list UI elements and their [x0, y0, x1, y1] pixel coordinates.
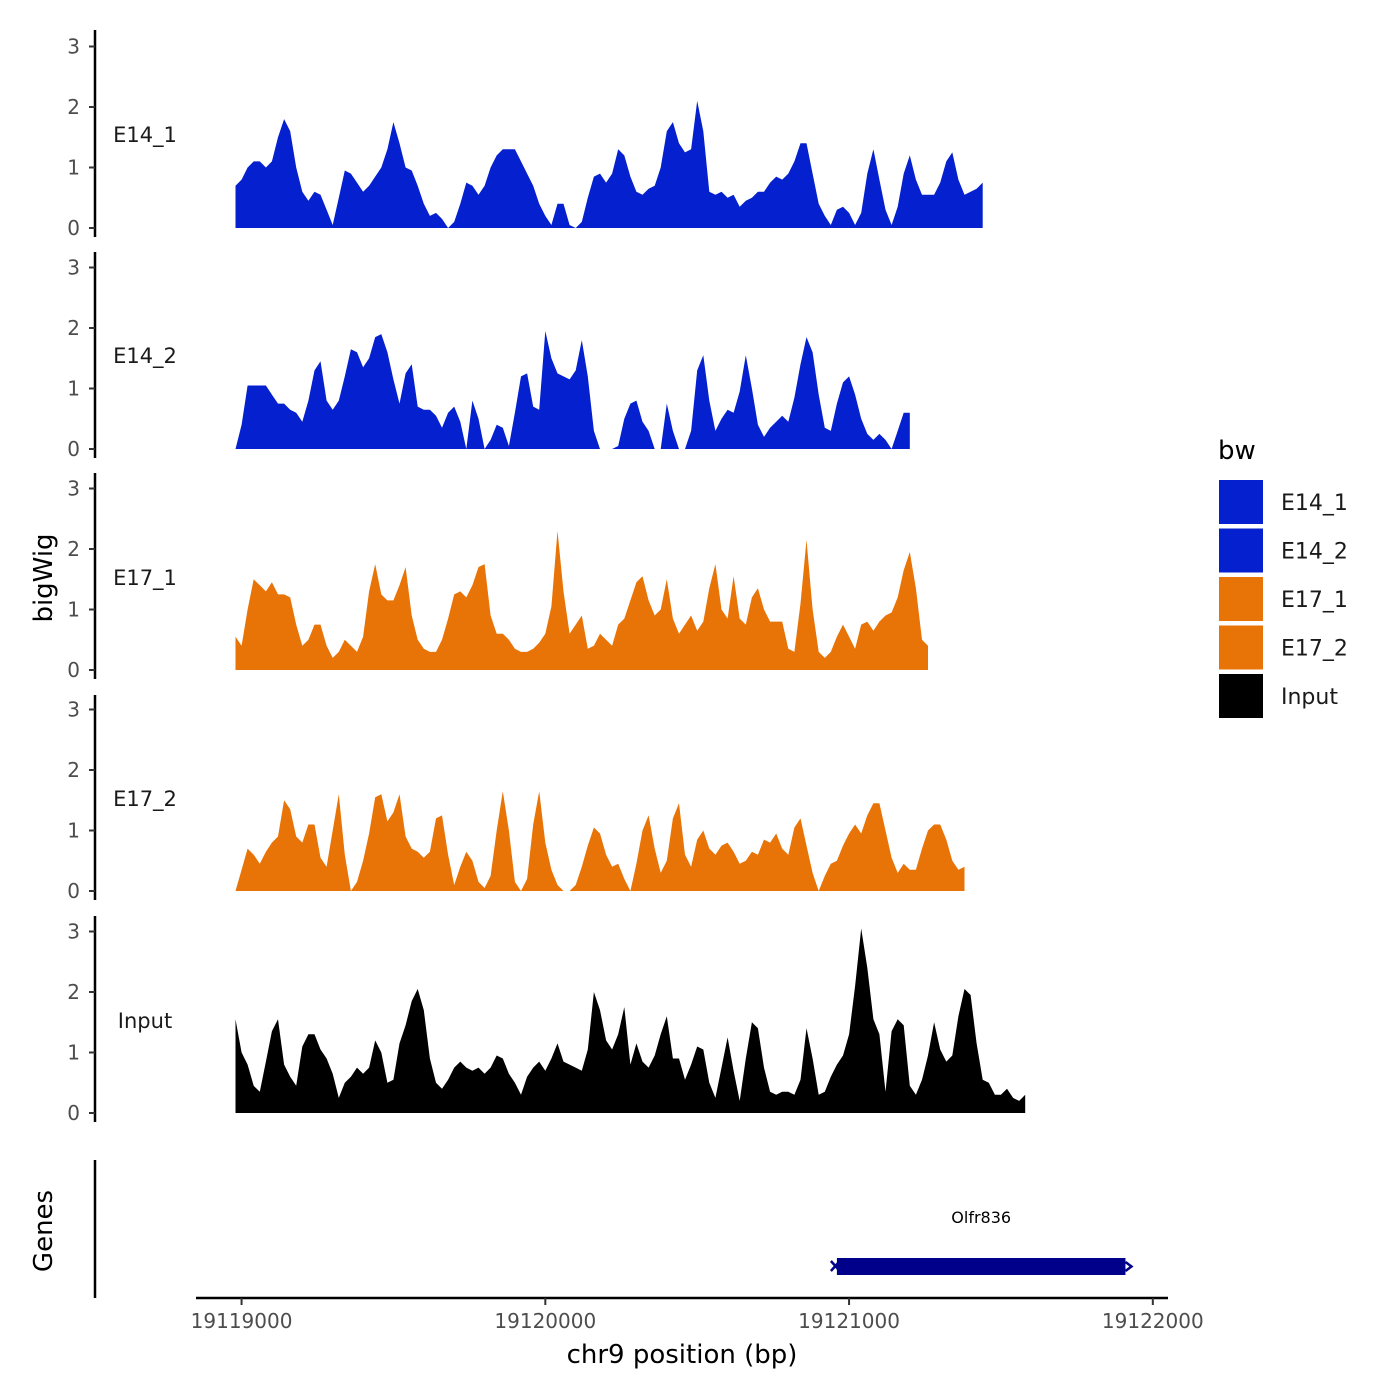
y-tick-label: 2 [67, 758, 80, 782]
legend-title: bw [1218, 436, 1256, 466]
legend-swatch [1219, 577, 1263, 621]
track-Input: 0 1 2 3 Input [67, 916, 1026, 1125]
legend-swatch [1219, 625, 1263, 670]
gene-Olfr836: Olfr836 [829, 1208, 1134, 1275]
y-tick-label: 1 [67, 377, 80, 401]
legend-label: E14_1 [1281, 491, 1348, 516]
track-label-E14_1: E14_1 [113, 123, 177, 148]
x-tick-label: 19121000 [798, 1309, 900, 1333]
legend: bw E14_1 E14_2 E17_1 E17_2 Input [1218, 436, 1348, 718]
x-axis: 19119000 19120000 19121000 19122000 [191, 1296, 1204, 1333]
legend-swatch [1219, 528, 1263, 573]
legend-entry-Input: Input [1219, 674, 1338, 718]
y-tick-label: 0 [67, 879, 80, 903]
legend-label: Input [1281, 685, 1338, 710]
y-tick-label: 3 [67, 698, 80, 722]
track-E14_1: 0 1 2 3 E14_1 [67, 30, 983, 240]
track-E14_2: 0 1 2 3 E14_2 [67, 252, 910, 461]
legend-swatch [1219, 674, 1263, 718]
area-E17_1 [235, 530, 928, 670]
gene-label: Olfr836 [951, 1208, 1011, 1227]
legend-label: E14_2 [1281, 540, 1348, 565]
gene-track: Olfr836 [93, 1160, 1134, 1298]
gene-track-title: Genes [29, 1190, 59, 1272]
legend-swatch [1219, 480, 1263, 524]
y-tick-label: 2 [67, 980, 80, 1004]
legend-label: E17_1 [1281, 588, 1348, 613]
track-label-E17_1: E17_1 [113, 566, 177, 591]
y-tick-label: 0 [67, 216, 80, 240]
y-tick-label: 1 [67, 819, 80, 843]
gene-end-marker [1124, 1261, 1134, 1272]
track-label-E17_2: E17_2 [113, 787, 177, 812]
y-tick-label: 3 [67, 920, 80, 944]
y-tick-label: 0 [67, 658, 80, 682]
x-tick-label: 19119000 [191, 1309, 293, 1333]
gene-body [836, 1258, 1126, 1275]
x-tick-label: 19122000 [1102, 1309, 1204, 1333]
y-tick-label: 2 [67, 316, 80, 340]
y-tick-label: 3 [67, 35, 80, 59]
y-tick-label: 0 [67, 1101, 80, 1125]
x-tick-label: 19120000 [494, 1309, 596, 1333]
legend-entry-E17_2: E17_2 [1219, 625, 1348, 670]
track-E17_1: 0 1 2 3 E17_1 [67, 473, 928, 682]
y-tick-label: 0 [67, 437, 80, 461]
y-tick-label: 3 [67, 477, 80, 501]
track-label-Input: Input [118, 1009, 172, 1033]
legend-label: E17_2 [1281, 637, 1348, 662]
y-tick-label: 1 [67, 598, 80, 622]
y-tick-label: 2 [67, 95, 80, 119]
legend-entry-E14_1: E14_1 [1219, 480, 1348, 524]
area-E14_1 [235, 100, 983, 228]
y-tick-label: 2 [67, 537, 80, 561]
coverage-tracks: 0 1 2 3 E14_1 0 1 2 3 E14_2 0 1 2 3 E17_1 0 1 2 3 E17_2 0 1 2 3… [67, 30, 1026, 1125]
y-axis-title: bigWig [29, 533, 59, 622]
y-tick-label: 1 [67, 1041, 80, 1065]
track-label-E14_2: E14_2 [113, 344, 177, 369]
area-Input [235, 928, 1026, 1113]
track-E17_2: 0 1 2 3 E17_2 [67, 695, 965, 903]
area-E17_2 [235, 791, 965, 891]
area-E14_2 [235, 331, 910, 449]
x-axis-title: chr9 position (bp) [567, 1340, 798, 1370]
legend-entry-E14_2: E14_2 [1219, 528, 1348, 573]
y-tick-label: 1 [67, 156, 80, 180]
legend-entry-E17_1: E17_1 [1219, 577, 1348, 621]
y-tick-label: 3 [67, 256, 80, 280]
strand-arrow-icon [829, 1260, 840, 1272]
